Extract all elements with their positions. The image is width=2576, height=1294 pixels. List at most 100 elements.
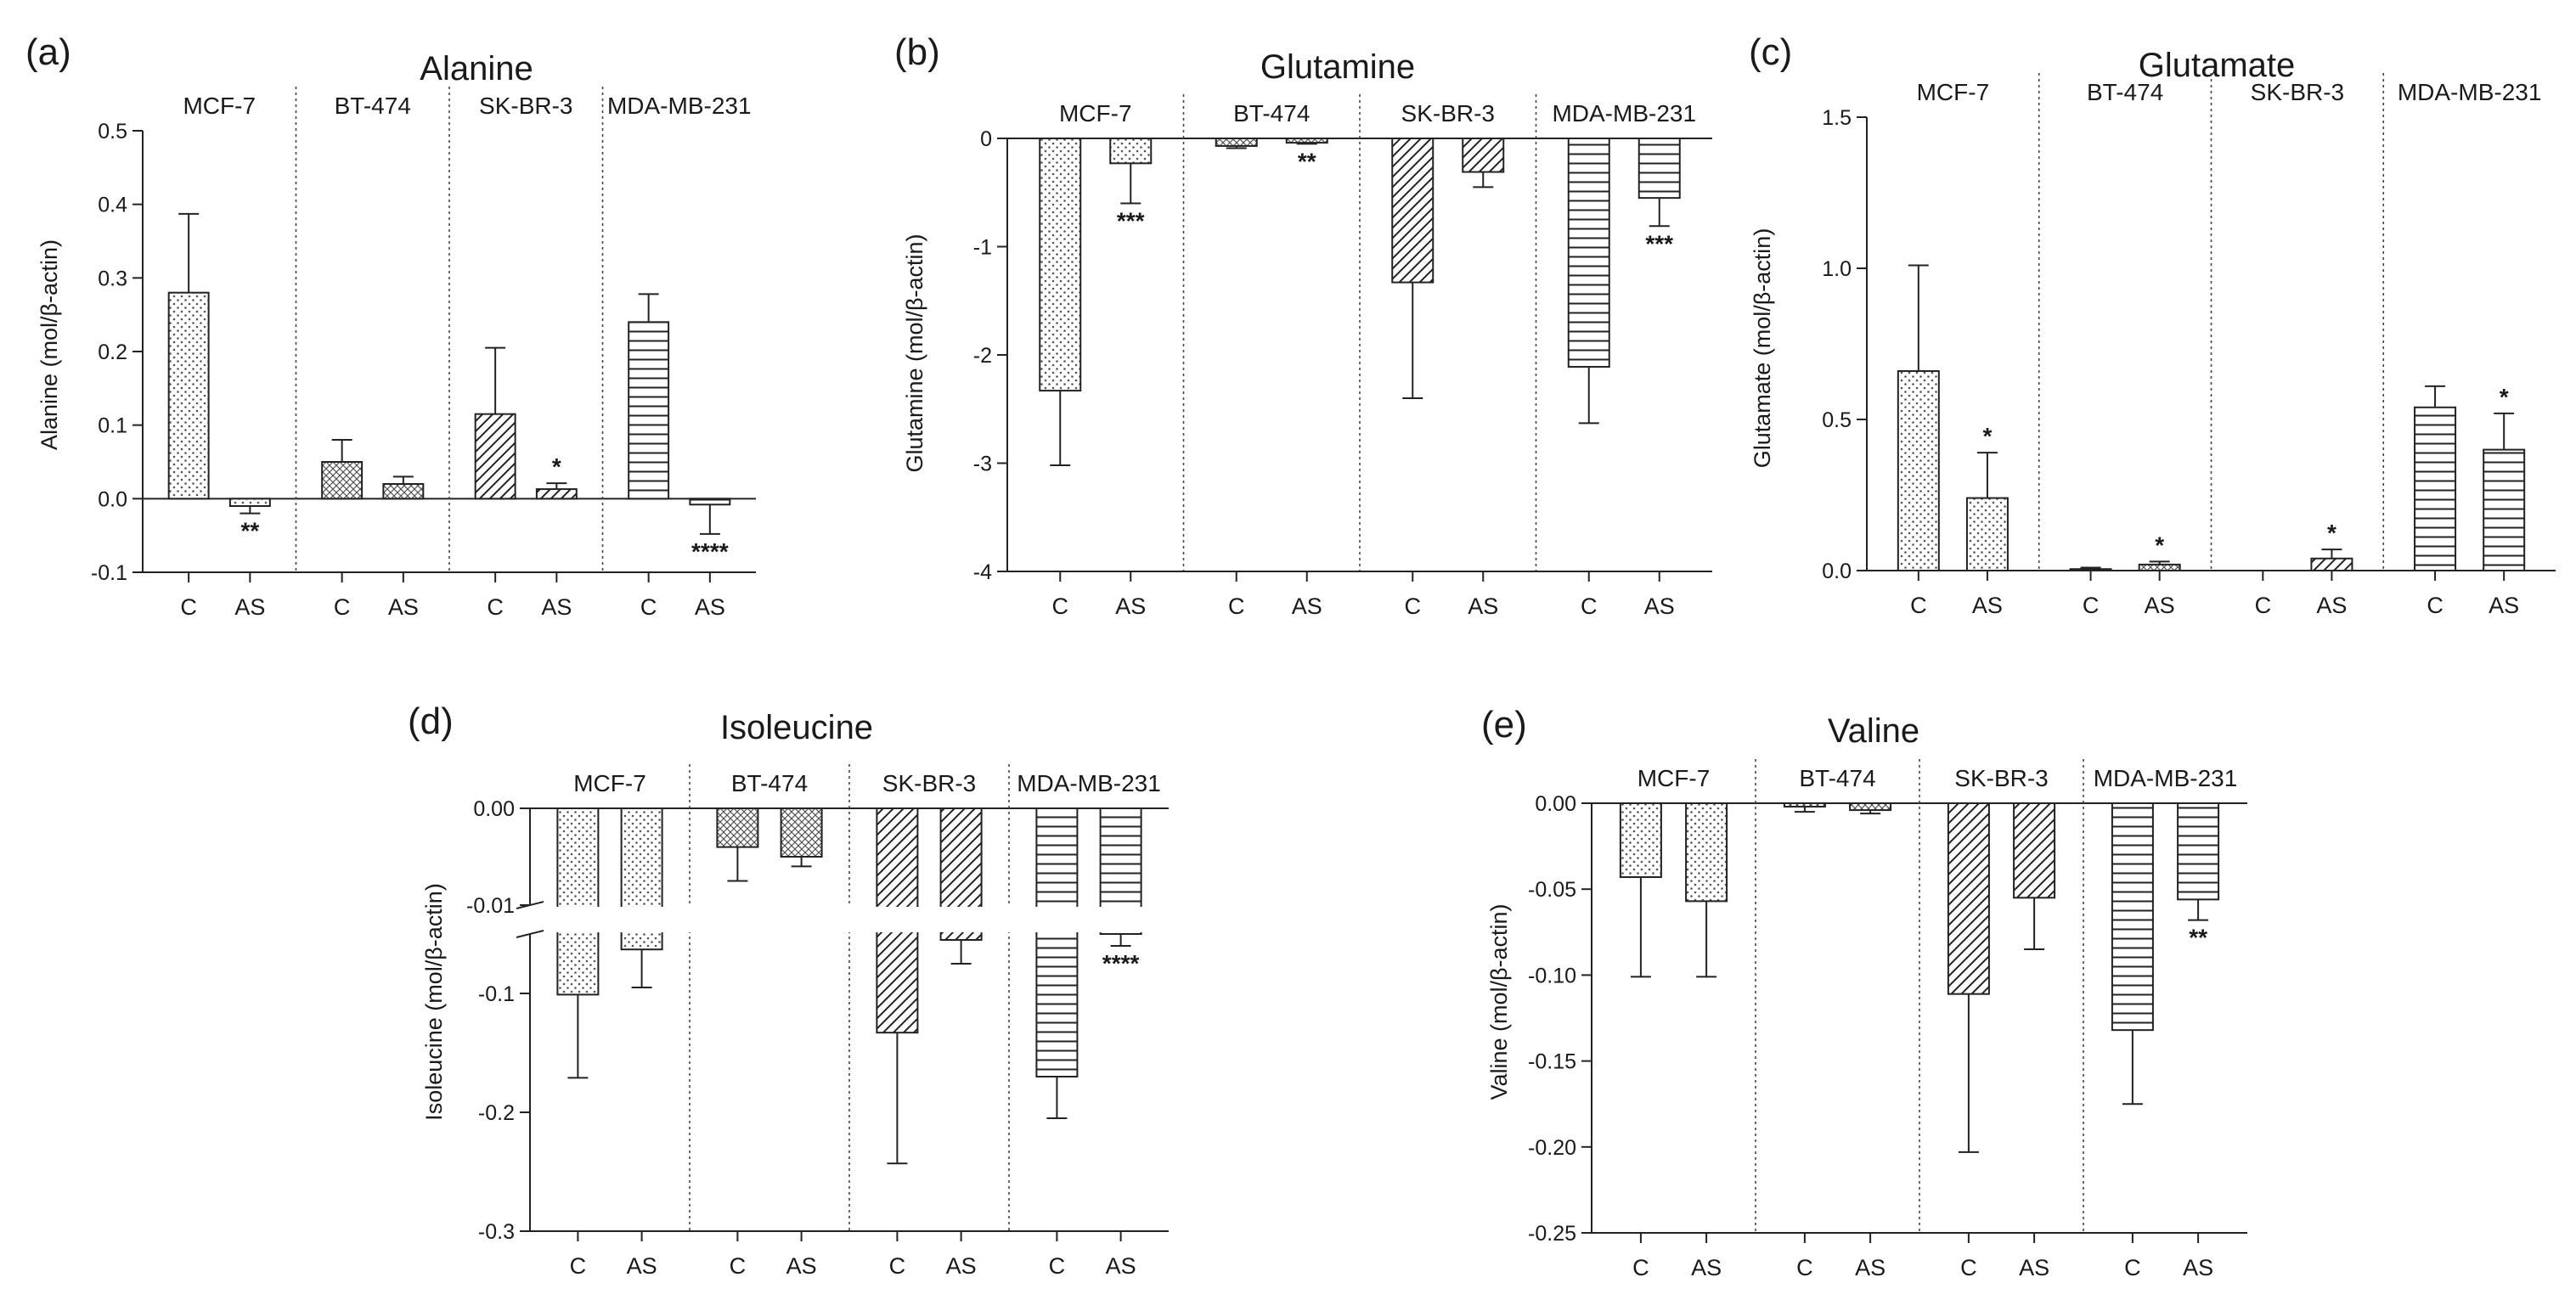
bar xyxy=(1109,138,1153,165)
bar xyxy=(2111,802,2154,1032)
y-tick-label: -3 xyxy=(973,453,992,476)
y-tick-label: -0.15 xyxy=(1528,1050,1576,1074)
x-tick-label: AS xyxy=(388,594,419,620)
bar xyxy=(382,483,425,500)
cell-line-label: MDA-MB-231 xyxy=(1017,770,1161,796)
significance-label: * xyxy=(1982,423,1992,449)
x-tick-label: C xyxy=(730,1253,747,1279)
x-tick-label: C xyxy=(2124,1255,2141,1280)
panel-d: (d) Isoleucine Isoleucine (mol/β-actin) … xyxy=(408,700,1170,1279)
y-axis-label: Isoleucine (mol/β-actin) xyxy=(421,883,447,1121)
x-tick-label: C xyxy=(1910,593,1927,618)
x-tick-label: AS xyxy=(1691,1255,1722,1280)
plot-area: 0.00 -0.01 -0.1 -0.2 -0.3 MCF-7 C AS BT-474 C AS SK… xyxy=(466,764,1170,1279)
x-tick-label: AS xyxy=(1106,1253,1136,1279)
x-tick-label: AS xyxy=(1972,593,2003,618)
chart-title: Valine xyxy=(1828,712,1919,750)
bar xyxy=(1897,370,1940,572)
significance-label: **** xyxy=(691,538,729,565)
cell-line-label: MDA-MB-231 xyxy=(607,93,752,119)
significance-label: ** xyxy=(2189,925,2207,951)
significance-label: * xyxy=(2327,520,2336,546)
x-tick-label: C xyxy=(1049,1253,1066,1279)
panel-c: (c) Glutamate Glutamate (mol/β-actin) 0.… xyxy=(1749,31,2556,618)
x-tick-label: C xyxy=(889,1253,906,1279)
bar xyxy=(1783,802,1826,808)
y-tick-label: 1.5 xyxy=(1822,106,1852,130)
chart-title: Glutamate xyxy=(2139,47,2296,84)
x-tick-label: C xyxy=(1052,594,1069,619)
x-tick-label: AS xyxy=(2183,1255,2213,1280)
cell-line-label: MCF-7 xyxy=(1917,79,1990,105)
bar xyxy=(321,461,364,500)
y-tick-label: -0.3 xyxy=(478,1220,515,1244)
y-tick-label: 0.1 xyxy=(98,414,127,438)
plot-area: -0.1 0.0 0.1 0.2 0.3 0.4 0.5 MCF-7 C ** AS BT-474 C A… xyxy=(91,87,756,620)
panel-label: (c) xyxy=(1749,31,1792,73)
x-tick-label: AS xyxy=(2489,593,2519,618)
bar xyxy=(2138,563,2181,572)
bar xyxy=(2414,406,2457,572)
x-tick-label: AS xyxy=(1644,594,1675,619)
significance-label: *** xyxy=(1645,230,1673,256)
x-tick-label: C xyxy=(1960,1255,1977,1280)
y-tick-label: -2 xyxy=(973,344,992,368)
bar xyxy=(228,498,271,507)
panel-label: (a) xyxy=(25,31,71,73)
y-tick-label: -0.10 xyxy=(1528,964,1576,987)
x-tick-label: AS xyxy=(2145,593,2175,618)
bar xyxy=(1462,138,1505,173)
x-tick-label: AS xyxy=(541,594,572,620)
bar xyxy=(716,807,759,848)
panel-b: (b) Glutamine Glutamine (mol/β-actin) -4… xyxy=(894,31,1712,619)
cell-line-label: BT-474 xyxy=(731,770,808,796)
cell-line-label: SK-BR-3 xyxy=(882,770,976,796)
bar xyxy=(2177,802,2220,901)
x-tick-label: C xyxy=(1405,594,1422,619)
y-tick-label: 0.4 xyxy=(98,194,127,217)
chart-title: Glutamine xyxy=(1260,48,1415,86)
plot-area: -4 -3 -2 -1 0 MCF-7 C *** AS BT-474 C ** AS SK-BR-3 C A… xyxy=(973,94,1712,619)
y-tick-label: -0.1 xyxy=(478,982,515,1006)
cell-line-label: MDA-MB-231 xyxy=(1552,100,1696,127)
cell-line-label: MDA-MB-231 xyxy=(2094,765,2238,791)
cell-line-label: SK-BR-3 xyxy=(1954,765,2048,791)
cell-line-label: SK-BR-3 xyxy=(479,93,572,119)
plot-area: 0.00 -0.05 -0.10 -0.15 -0.20 -0.25 MCF-7 C AS BT-… xyxy=(1528,759,2247,1280)
bar xyxy=(1947,802,1990,995)
bar xyxy=(1035,807,1079,1077)
x-tick-label: C xyxy=(1581,594,1598,619)
cell-line-label: BT-474 xyxy=(2087,79,2163,105)
y-tick-label: 0.2 xyxy=(98,340,127,364)
x-tick-label: AS xyxy=(695,594,725,620)
panel-label: (b) xyxy=(894,31,940,73)
x-tick-label: AS xyxy=(1292,594,1322,619)
axis-break-mark xyxy=(516,930,544,938)
bar xyxy=(689,498,731,506)
bar xyxy=(780,807,823,858)
y-tick-label: 0 xyxy=(980,127,992,151)
y-axis-label: Glutamate (mol/β-actin) xyxy=(1750,228,1775,469)
bar xyxy=(1637,138,1681,200)
y-tick-label: 0.00 xyxy=(473,797,515,821)
bar xyxy=(1567,138,1610,369)
cell-line-label: BT-474 xyxy=(1233,100,1310,127)
bar xyxy=(1619,802,1662,879)
cell-line-label: BT-474 xyxy=(1799,765,1875,791)
x-tick-label: AS xyxy=(786,1253,817,1279)
significance-label: *** xyxy=(1117,208,1145,234)
x-tick-label: C xyxy=(1796,1255,1813,1280)
x-tick-label: C xyxy=(570,1253,587,1279)
panel-e: (e) Valine Valine (mol/β-actin) 0.00 -0.0… xyxy=(1481,704,2247,1280)
axis-break-gap xyxy=(532,907,1170,932)
x-tick-label: C xyxy=(2255,593,2272,618)
cell-line-label: SK-BR-3 xyxy=(2251,79,2344,105)
x-tick-label: AS xyxy=(2316,593,2347,618)
chart-title: Alanine xyxy=(420,50,533,87)
y-tick-label: -1 xyxy=(973,236,992,260)
bar xyxy=(2483,448,2526,571)
x-tick-label: AS xyxy=(1115,594,1146,619)
x-tick-label: AS xyxy=(1855,1255,1885,1280)
y-axis-label: Valine (mol/β-actin) xyxy=(1486,903,1512,1100)
x-tick-label: AS xyxy=(234,594,265,620)
